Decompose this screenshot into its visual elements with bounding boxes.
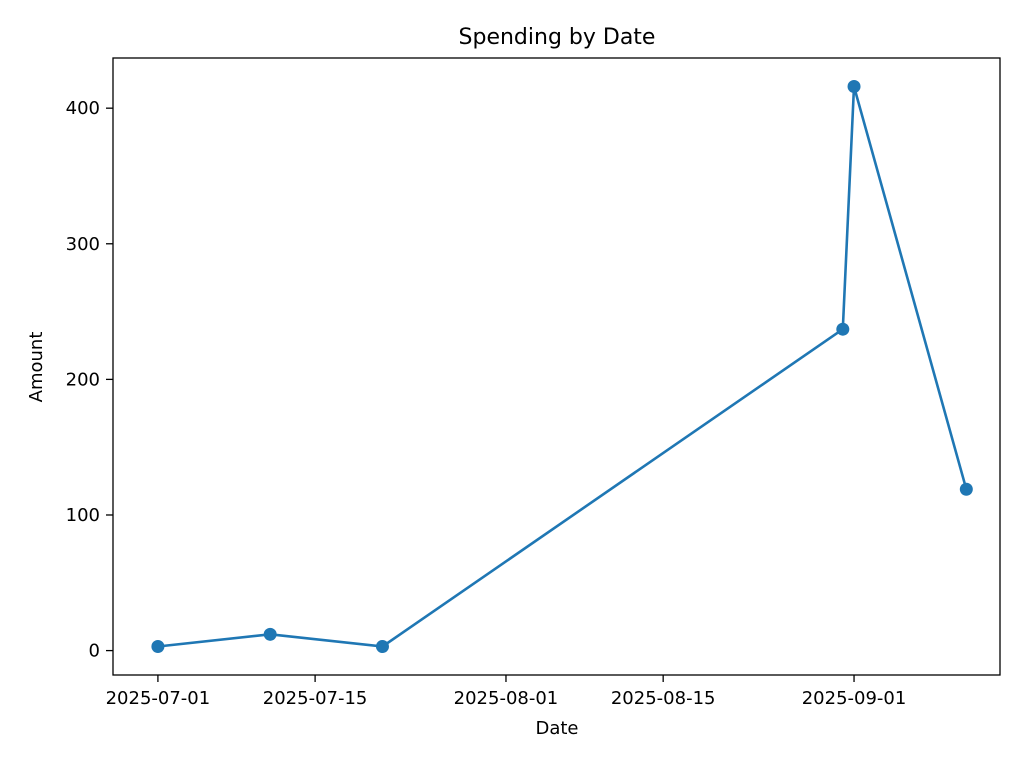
x-tick-label-2: 2025-08-01 xyxy=(454,688,559,709)
plot-area: 2025-07-01 2025-07-15 2025-08-01 2025-08-15… xyxy=(66,57,1001,709)
chart-title: Spending by Date xyxy=(459,25,656,50)
x-tick-label-1: 2025-07-15 xyxy=(263,688,368,709)
data-point-0-2 xyxy=(375,640,389,654)
y-axis-label: Amount xyxy=(26,332,47,403)
data-point-0-0 xyxy=(151,640,165,654)
plot-frame xyxy=(112,57,1001,676)
data-point-0-4 xyxy=(847,79,861,93)
x-axis-label: Date xyxy=(535,718,578,739)
data-point-0-1 xyxy=(263,627,277,641)
data-point-0-5 xyxy=(959,482,973,496)
y-tick-label-4: 400 xyxy=(66,98,100,119)
data-point-0-3 xyxy=(836,322,850,336)
series-line-0 xyxy=(157,85,968,648)
x-tick-label-0: 2025-07-01 xyxy=(106,688,211,709)
x-tick-label-3: 2025-08-15 xyxy=(611,688,716,709)
y-tick-label-3: 300 xyxy=(66,234,100,255)
y-tick-label-1: 100 xyxy=(66,505,100,526)
x-tick-label-4: 2025-09-01 xyxy=(802,688,907,709)
y-tick-label-0: 0 xyxy=(89,641,100,662)
y-tick-label-2: 200 xyxy=(66,369,100,390)
